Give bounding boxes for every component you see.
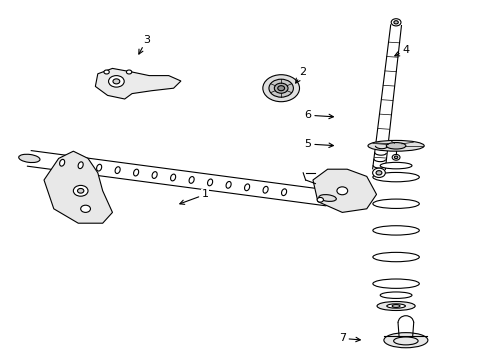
Text: 1: 1	[180, 189, 208, 204]
Polygon shape	[95, 68, 181, 99]
Ellipse shape	[104, 70, 109, 74]
Polygon shape	[312, 169, 376, 212]
Ellipse shape	[386, 304, 405, 308]
Ellipse shape	[367, 140, 424, 151]
Ellipse shape	[170, 174, 175, 181]
Ellipse shape	[78, 162, 83, 168]
Ellipse shape	[391, 154, 399, 160]
Ellipse shape	[372, 226, 419, 235]
Ellipse shape	[60, 159, 64, 166]
Text: 7: 7	[338, 333, 360, 343]
Ellipse shape	[152, 172, 157, 179]
Ellipse shape	[336, 187, 347, 195]
Ellipse shape	[115, 167, 120, 174]
Text: 4: 4	[394, 45, 408, 56]
Ellipse shape	[73, 185, 88, 196]
Ellipse shape	[97, 164, 102, 171]
Text: 2: 2	[295, 67, 306, 83]
Ellipse shape	[375, 171, 381, 175]
Ellipse shape	[244, 184, 249, 191]
Text: 6: 6	[304, 110, 333, 120]
Ellipse shape	[393, 21, 397, 24]
Ellipse shape	[281, 189, 286, 195]
Ellipse shape	[207, 179, 212, 186]
Ellipse shape	[274, 83, 287, 93]
Ellipse shape	[318, 195, 336, 201]
Ellipse shape	[113, 79, 120, 84]
Ellipse shape	[380, 162, 411, 169]
Ellipse shape	[390, 19, 400, 26]
Polygon shape	[44, 151, 112, 223]
Ellipse shape	[316, 197, 323, 202]
Ellipse shape	[263, 186, 267, 193]
Ellipse shape	[77, 189, 84, 193]
Ellipse shape	[19, 154, 40, 163]
Ellipse shape	[108, 76, 124, 87]
Ellipse shape	[277, 86, 284, 91]
Ellipse shape	[263, 75, 299, 102]
Ellipse shape	[372, 172, 419, 182]
Ellipse shape	[268, 79, 293, 97]
Ellipse shape	[372, 279, 419, 288]
Ellipse shape	[189, 176, 194, 183]
Ellipse shape	[126, 70, 132, 74]
Ellipse shape	[391, 305, 399, 307]
Text: 5: 5	[304, 139, 333, 149]
Text: 3: 3	[139, 35, 150, 54]
Ellipse shape	[386, 143, 405, 149]
Ellipse shape	[380, 292, 411, 298]
Ellipse shape	[372, 168, 385, 177]
Ellipse shape	[81, 205, 90, 212]
Ellipse shape	[372, 252, 419, 262]
Ellipse shape	[393, 156, 397, 159]
Ellipse shape	[225, 181, 231, 188]
Ellipse shape	[133, 169, 139, 176]
Ellipse shape	[383, 333, 427, 348]
Ellipse shape	[372, 199, 419, 208]
Ellipse shape	[376, 301, 414, 310]
